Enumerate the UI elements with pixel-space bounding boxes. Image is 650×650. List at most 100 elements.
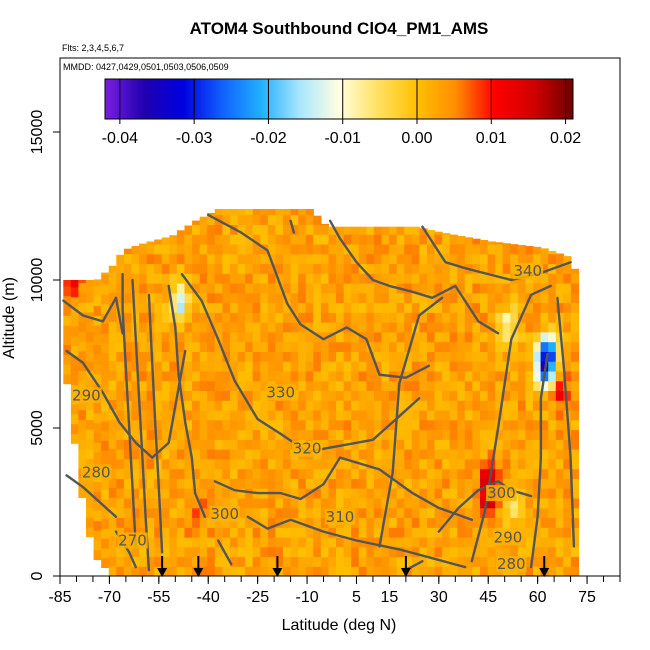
heat-cell: [313, 351, 322, 362]
heat-cell: [222, 478, 231, 489]
heat-cell: [555, 439, 564, 450]
heat-cell: [275, 497, 284, 509]
heat-cell: [442, 302, 451, 313]
heat-cell: [404, 400, 413, 411]
heat-cell: [480, 478, 489, 489]
heat-cell: [366, 449, 375, 460]
heat-cell: [472, 238, 481, 245]
heat-cell: [510, 429, 519, 440]
heat-cell: [207, 263, 216, 274]
heat-cell: [442, 419, 451, 431]
heat-cell: [214, 341, 223, 352]
heat-cell: [298, 273, 307, 284]
heat-cell: [86, 507, 95, 518]
heat-cell: [434, 507, 443, 518]
heat-cell: [396, 243, 405, 255]
heat-cell: [192, 390, 201, 401]
heat-cell: [70, 374, 80, 386]
heat-cell: [442, 566, 451, 576]
heat-cell: [93, 412, 102, 424]
heat-cell: [108, 448, 117, 459]
heat-cell: [93, 364, 102, 375]
heat-cell: [298, 478, 307, 489]
heat-cell: [161, 243, 170, 255]
heat-cell: [434, 283, 443, 294]
heat-cell: [449, 478, 458, 489]
heat-cell: [108, 487, 117, 498]
heat-cell: [214, 331, 223, 343]
heat-cell: [457, 283, 466, 294]
heat-cell: [275, 361, 284, 372]
heat-cell: [313, 361, 322, 372]
heat-cell: [230, 253, 239, 265]
heat-cell: [570, 292, 580, 304]
heat-cell: [230, 273, 239, 284]
heat-cell: [108, 536, 117, 547]
heat-cell: [63, 315, 72, 326]
heat-cell: [548, 361, 557, 372]
heat-cell: [146, 283, 155, 294]
heat-cell: [320, 380, 330, 391]
heat-cell: [396, 507, 405, 518]
heat-cell: [131, 370, 140, 382]
heat-cell: [351, 419, 360, 431]
contour-line: [289, 219, 296, 234]
heat-cell: [487, 527, 496, 538]
heat-cell: [487, 361, 496, 372]
heat-cell: [275, 439, 284, 450]
heat-cell: [207, 341, 216, 352]
heat-cell: [237, 429, 246, 440]
heat-cell: [290, 458, 299, 470]
heat-cell: [472, 419, 481, 431]
heat-cell: [93, 530, 102, 541]
heat-cell: [396, 497, 405, 509]
heat-cell: [548, 449, 557, 460]
heat-cell: [108, 311, 117, 322]
heat-cell: [207, 331, 216, 343]
heat-cell: [176, 566, 186, 576]
heat-cell: [464, 478, 473, 489]
heat-cell: [351, 390, 360, 401]
heat-cell: [108, 272, 117, 283]
heat-cell: [305, 331, 314, 343]
heat-cell: [154, 380, 163, 391]
heat-cell: [222, 409, 231, 421]
heat-cell: [563, 341, 572, 352]
heat-cell: [563, 390, 572, 401]
heat-cell: [404, 507, 413, 518]
heat-cell: [434, 253, 443, 265]
heat-cell: [275, 468, 284, 479]
heat-cell: [245, 488, 254, 499]
heat-cell: [328, 292, 337, 304]
heat-cell: [533, 312, 542, 323]
heat-cell: [343, 331, 352, 343]
heat-cell: [555, 390, 564, 401]
heat-cell: [207, 478, 216, 489]
heat-cell: [123, 331, 133, 343]
heat-cell: [78, 419, 87, 430]
heat-cell: [169, 419, 178, 431]
heat-cell: [93, 325, 102, 336]
heat-cell: [525, 468, 534, 479]
heat-cell: [93, 520, 102, 531]
heat-cell: [214, 556, 223, 567]
heat-cell: [336, 527, 345, 538]
heat-cell: [366, 488, 375, 499]
heat-cell: [320, 400, 330, 411]
heat-cell: [510, 468, 519, 479]
heat-cell: [192, 220, 201, 225]
heat-cell: [502, 507, 511, 518]
heat-cell: [252, 536, 261, 548]
heat-cell: [298, 409, 307, 421]
heat-cell: [70, 413, 80, 425]
heat-cell: [343, 527, 352, 538]
y-tick-label: 15000: [29, 110, 46, 155]
heat-cell: [78, 448, 87, 459]
heat-cell: [540, 458, 549, 470]
heat-cell: [237, 351, 246, 362]
heat-cell: [131, 488, 140, 499]
heat-cell: [298, 341, 307, 352]
heat-cell: [230, 536, 239, 548]
heat-cell: [146, 400, 155, 411]
